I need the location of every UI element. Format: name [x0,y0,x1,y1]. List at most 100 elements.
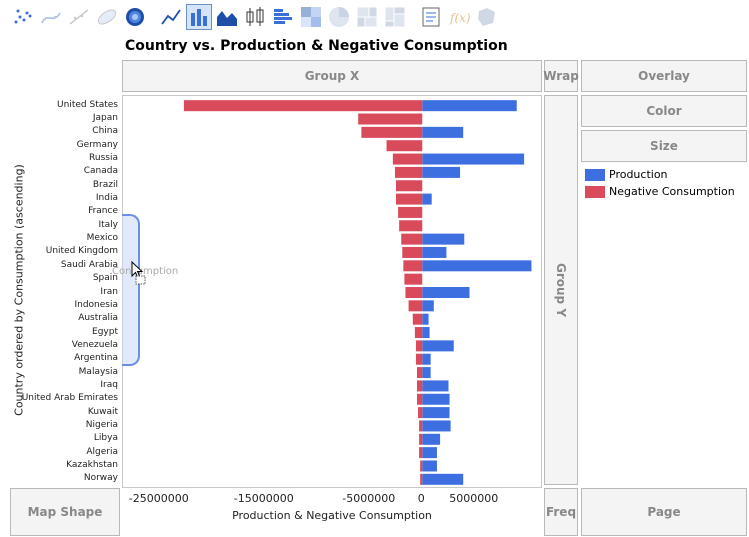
production-bar-mexico[interactable] [422,233,465,245]
treemap-icon[interactable] [354,4,380,30]
consumption-bar-kuwait[interactable] [418,407,423,419]
box-plot-icon[interactable] [242,4,268,30]
production-bar-saudi-arabia[interactable] [422,260,532,272]
y-tick-label: Spain [92,273,118,284]
plot-area[interactable] [122,95,542,488]
production-bar-argentina[interactable] [422,353,431,365]
overlay-zone[interactable]: Overlay [581,60,747,92]
production-bar-kazakhstan[interactable] [422,460,437,472]
consumption-bar-malaysia[interactable] [417,367,423,379]
consumption-bar-canada[interactable] [394,166,423,178]
color-zone[interactable]: Color [581,95,747,127]
production-bar-canada[interactable] [422,166,461,178]
heatmap-icon[interactable] [298,4,324,30]
consumption-bar-algeria[interactable] [419,447,423,459]
production-bar-united-states[interactable] [422,100,517,112]
points-icon[interactable] [10,4,36,30]
group-y-zone[interactable]: Group Y [544,95,578,485]
drag-cursor-icon [131,260,147,289]
y-tick-label: China [92,126,118,137]
consumption-bar-libya[interactable] [419,433,423,445]
consumption-bar-spain[interactable] [404,273,423,285]
smoother-icon[interactable] [38,4,64,30]
x-axis-title[interactable]: Production & Negative Consumption [232,509,432,522]
contour-icon[interactable] [122,4,148,30]
x-tick-label: 0 [417,492,425,505]
consumption-bar-nigeria[interactable] [419,420,423,432]
production-bar-egypt[interactable] [422,327,430,339]
production-bar-kuwait[interactable] [422,407,450,419]
wrap-zone[interactable]: Wrap [543,60,579,92]
pie-chart-icon[interactable] [326,4,352,30]
y-tick-label: Iran [100,286,118,297]
map-shapes-icon[interactable] [474,4,500,30]
ellipse-icon[interactable] [94,4,120,30]
consumption-bar-brazil[interactable] [396,180,423,192]
mosaic-icon[interactable] [382,4,408,30]
y-tick-label: Australia [78,313,118,324]
production-bar-malaysia[interactable] [422,367,431,379]
production-bar-australia[interactable] [422,313,429,325]
histogram-icon[interactable] [270,4,296,30]
production-bar-russia[interactable] [422,153,525,165]
line-chart-icon[interactable] [158,4,184,30]
consumption-bar-venezuela[interactable] [415,340,423,352]
production-bar-iran[interactable] [422,287,470,298]
page-zone[interactable]: Page [581,488,747,536]
size-zone[interactable]: Size [581,130,747,162]
group-x-zone[interactable]: Group X [122,60,542,92]
x-axis-ticks: -25000000 -15000000 -5000000 0 5000000 [122,492,542,506]
consumption-bar-australia[interactable] [412,313,423,325]
consumption-bar-iran[interactable] [405,287,423,298]
x-tick-label: -15000000 [233,492,294,505]
production-bar-united-kingdom[interactable] [422,246,447,258]
x-tick-label: -25000000 [128,492,189,505]
consumption-bar-china[interactable] [361,126,423,138]
consumption-bar-argentina[interactable] [415,353,423,365]
consumption-bar-mexico[interactable] [401,233,423,245]
y-tick-label: Kuwait [87,406,118,417]
production-bar-indonesia[interactable] [422,300,434,312]
legend-item[interactable]: Production [585,166,735,183]
consumption-bar-italy[interactable] [399,220,423,232]
consumption-bar-united-arab-emirates[interactable] [417,393,423,405]
consumption-bar-saudi-arabia[interactable] [403,260,423,272]
x-tick-label: -5000000 [342,492,396,505]
caption-box-icon[interactable] [418,4,444,30]
consumption-bar-united-kingdom[interactable] [402,246,423,258]
freq-zone[interactable]: Freq [544,488,578,536]
y-tick-label: Kazakhstan [66,459,118,470]
consumption-bar-egypt[interactable] [414,327,423,339]
line-of-fit-icon[interactable] [66,4,92,30]
y-tick-label: Algeria [86,446,118,457]
consumption-bar-kazakhstan[interactable] [420,460,423,472]
drop-zone-handle[interactable] [122,214,140,366]
y-tick-label: Iraq [100,379,118,390]
consumption-bar-norway[interactable] [420,473,423,485]
formula-icon[interactable]: f(x) [446,4,472,30]
production-bar-iraq[interactable] [422,380,449,392]
consumption-bar-russia[interactable] [392,153,423,165]
production-bar-algeria[interactable] [422,447,437,459]
y-tick-label: United Kingdom [45,246,118,257]
production-bar-venezuela[interactable] [422,340,454,352]
consumption-bar-germany[interactable] [386,140,423,152]
legend-item[interactable]: Negative Consumption [585,183,735,200]
legend[interactable]: Production Negative Consumption [585,166,735,200]
consumption-bar-india[interactable] [396,193,423,205]
consumption-bar-united-states[interactable] [183,100,423,112]
production-bar-united-arab-emirates[interactable] [422,393,450,405]
production-bar-norway[interactable] [422,473,464,485]
bar-chart-icon[interactable] [186,4,212,30]
production-bar-libya[interactable] [422,433,441,445]
consumption-bar-france[interactable] [398,206,423,218]
map-shape-zone[interactable]: Map Shape [10,488,120,536]
area-chart-icon[interactable] [214,4,240,30]
production-bar-india[interactable] [422,193,432,205]
consumption-bar-iraq[interactable] [417,380,423,392]
consumption-bar-indonesia[interactable] [408,300,423,312]
production-bar-nigeria[interactable] [422,420,451,432]
production-bar-china[interactable] [422,126,464,138]
consumption-bar-japan[interactable] [358,113,423,125]
y-tick-label: United Arab Emirates [21,393,118,404]
